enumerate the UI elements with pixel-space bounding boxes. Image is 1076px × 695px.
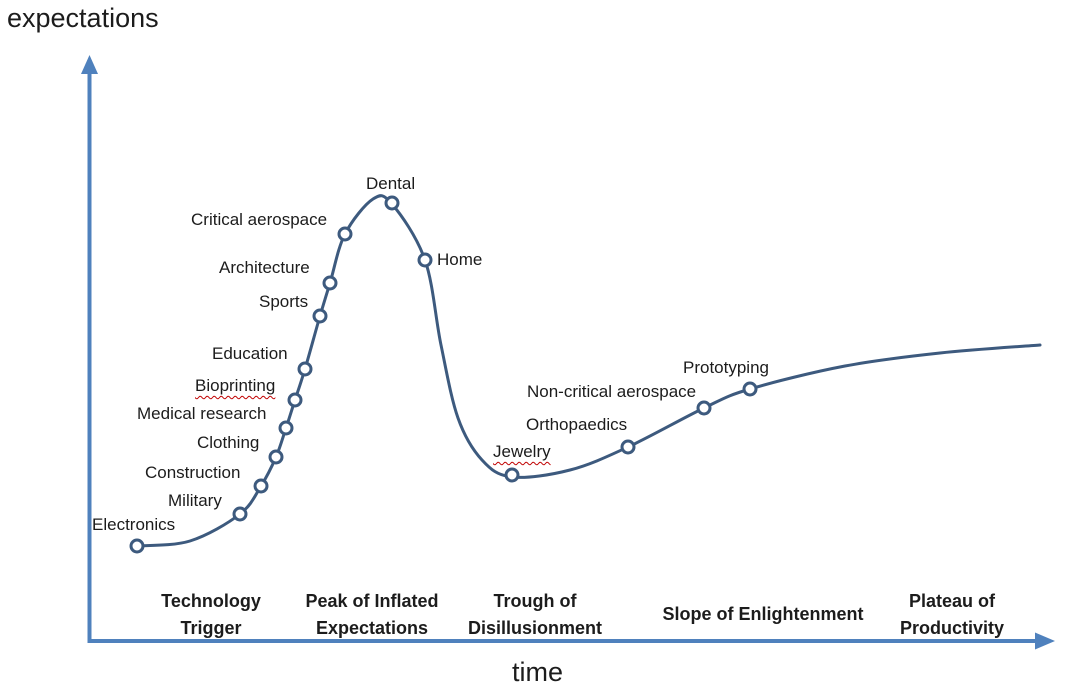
marker-point	[268, 449, 284, 465]
marker-point	[253, 478, 269, 494]
markers-group	[129, 195, 758, 554]
marker-point	[337, 226, 353, 242]
item-label: Construction	[145, 463, 241, 482]
x-axis-arrowhead-icon	[1035, 632, 1055, 650]
item-label: Orthopaedics	[526, 415, 628, 434]
x-axis-title: time	[512, 657, 564, 687]
marker-point	[232, 506, 248, 522]
item-label: Sports	[259, 292, 309, 311]
marker-point	[297, 361, 313, 377]
item-label: Critical aerospace	[191, 210, 328, 229]
item-label: Education	[212, 344, 288, 363]
marker-point	[278, 420, 294, 436]
phase-label-peak-of-inflated-expectations: Peak of Inflated Expectations	[305, 591, 439, 638]
item-label: Bioprinting	[195, 376, 276, 395]
item-label: Medical research	[137, 404, 267, 423]
marker-point	[696, 400, 712, 416]
marker-point	[129, 538, 145, 554]
item-label: Jewelry	[493, 442, 551, 461]
item-label: Clothing	[197, 433, 260, 452]
item-label: Prototyping	[683, 358, 769, 377]
marker-point	[417, 252, 433, 268]
marker-point	[322, 275, 338, 291]
marker-point	[312, 308, 328, 324]
marker-point	[620, 439, 636, 455]
item-label: Home	[437, 250, 483, 269]
item-label: Non-critical aerospace	[527, 382, 697, 401]
y-axis-arrowhead-icon	[81, 55, 98, 74]
item-label: Electronics	[92, 515, 176, 534]
marker-point	[504, 467, 520, 483]
item-label: Dental	[366, 174, 416, 193]
phase-label-trough-of-disillusionment: Trough of Disillusionment	[467, 591, 602, 638]
phase-label-slope-of-enlightenment: Slope of Enlightenment	[662, 604, 864, 624]
phase-label-technology-trigger: Technology Trigger	[161, 591, 261, 638]
marker-point	[742, 381, 758, 397]
item-label: Military	[168, 491, 222, 510]
y-axis-title: expectations	[7, 3, 159, 33]
item-label: Architecture	[219, 258, 310, 277]
marker-point	[287, 392, 303, 408]
phase-label-plateau-of-productivity: Plateau of Productivity	[899, 591, 1005, 638]
marker-point	[384, 195, 400, 211]
hype-curve	[135, 194, 1042, 548]
